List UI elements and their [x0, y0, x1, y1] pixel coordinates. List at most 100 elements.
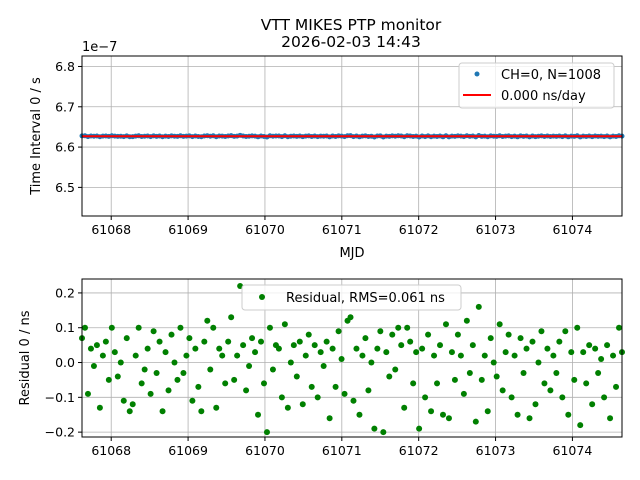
residual-point	[556, 338, 563, 345]
residual-point	[610, 352, 617, 359]
residual-point	[222, 380, 229, 387]
residual-point	[413, 349, 420, 356]
residual-point	[451, 376, 458, 383]
residual-point	[189, 397, 196, 404]
residual-point	[487, 335, 494, 342]
x-tick-label: 61072	[399, 443, 439, 458]
residual-point	[454, 331, 461, 338]
residual-point	[147, 390, 154, 397]
residual-point	[595, 369, 602, 376]
residual-point	[439, 411, 446, 418]
residual-point	[598, 356, 605, 363]
x-tick-label: 61074	[553, 443, 593, 458]
residual-point	[225, 338, 232, 345]
residual-point	[216, 345, 223, 352]
residual-point	[213, 404, 220, 411]
residual-point	[108, 324, 115, 331]
residual-point	[96, 404, 103, 411]
residual-point	[144, 345, 151, 352]
residual-point	[380, 429, 387, 436]
residual-point	[604, 342, 611, 349]
residual-point	[374, 345, 381, 352]
residual-point	[442, 321, 449, 328]
residual-point	[204, 317, 211, 324]
residual-point	[332, 383, 339, 390]
residual-point	[195, 383, 202, 390]
x-tick-label: 61069	[168, 443, 208, 458]
residual-point	[135, 324, 142, 331]
residual-point	[243, 387, 250, 394]
residual-point	[210, 324, 217, 331]
residual-point	[499, 387, 506, 394]
legend-label-points: CH=0, N=1008	[501, 68, 601, 83]
x-axis-label: MJD	[339, 246, 364, 261]
residual-point	[231, 376, 238, 383]
residual-point	[502, 349, 509, 356]
residual-point	[114, 373, 121, 380]
residual-point	[505, 331, 512, 338]
chart-subtitle: 2026-02-03 14:43	[281, 33, 421, 51]
residual-point	[278, 394, 285, 401]
residual-point	[383, 349, 390, 356]
legend-residual: Residual, RMS=0.061 ns	[241, 284, 462, 311]
residual-point	[123, 335, 130, 342]
y-tick-label: −0.1	[45, 390, 75, 405]
residual-point	[302, 352, 309, 359]
residual-point	[553, 369, 560, 376]
residual-point	[153, 369, 160, 376]
residual-point	[481, 352, 488, 359]
legend-marker-residual	[259, 294, 265, 300]
residual-point	[192, 345, 199, 352]
residual-point	[565, 411, 572, 418]
residual-point	[541, 380, 548, 387]
residual-point	[138, 380, 145, 387]
residual-point	[126, 408, 133, 415]
residual-point	[520, 369, 527, 376]
y-tick-label: −0.2	[45, 425, 75, 440]
top-axes: 61068 61069 61070 61071 61072 61073 61074 6.5 6.…	[29, 40, 625, 261]
residual-point	[580, 349, 587, 356]
residual-point	[320, 363, 327, 370]
y-tick-label: 0.0	[55, 355, 75, 370]
residual-point	[496, 321, 503, 328]
residual-point	[275, 345, 282, 352]
residual-point	[362, 335, 369, 342]
residual-point	[395, 324, 402, 331]
x-tick-label: 61070	[245, 222, 285, 237]
residual-point	[428, 408, 435, 415]
residual-point	[347, 314, 354, 321]
residual-point	[437, 342, 444, 349]
residual-point	[350, 397, 357, 404]
residual-point	[207, 366, 214, 373]
residual-point	[562, 328, 569, 335]
x-tick-label: 61072	[399, 222, 439, 237]
residual-point	[266, 324, 273, 331]
residual-point	[183, 352, 190, 359]
residual-point	[559, 394, 566, 401]
residual-point	[249, 335, 256, 342]
residual-point	[368, 359, 375, 366]
residual-point	[535, 359, 542, 366]
residual-point	[431, 352, 438, 359]
residual-point	[117, 359, 124, 366]
residual-point	[156, 338, 163, 345]
residual-point	[472, 418, 479, 425]
residual-point	[284, 404, 291, 411]
residual-point	[281, 321, 288, 328]
x-tick-label: 61071	[322, 222, 362, 237]
residual-point	[87, 345, 94, 352]
x-tick-label: 61069	[168, 222, 208, 237]
residual-point	[460, 390, 467, 397]
residual-point	[105, 376, 112, 383]
residual-point	[290, 342, 297, 349]
legend: CH=0, N=1008 0.000 ns/day	[458, 62, 615, 109]
residual-point	[335, 328, 342, 335]
residual-point	[323, 338, 330, 345]
x-tick-label: 61073	[476, 222, 516, 237]
residual-point	[240, 342, 247, 349]
residual-point	[478, 376, 485, 383]
residual-point	[484, 408, 491, 415]
residual-point	[475, 303, 482, 310]
residual-point	[293, 373, 300, 380]
y-tick-label: 0.2	[55, 285, 75, 300]
